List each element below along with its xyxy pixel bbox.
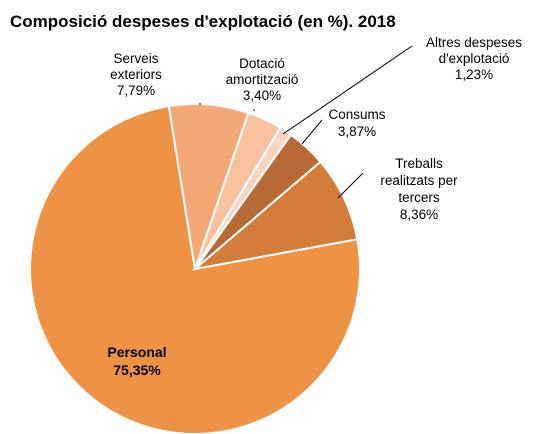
leader-line-3 — [282, 45, 413, 135]
slice-label-5-line-2: tercers — [398, 190, 440, 205]
slice-label-3-line-0: Altres despeses — [426, 35, 522, 50]
pie-slice-0 — [29, 104, 361, 434]
slice-value-0: 75,35% — [113, 362, 161, 378]
slice-label-1-line-1: exteriors — [110, 67, 162, 82]
leader-lines — [199, 45, 413, 199]
slice-label-0-line-0: Personal — [107, 344, 166, 360]
chart-title: Composició despeses d'explotació (en %).… — [10, 12, 396, 31]
slice-value-4: 3,87% — [338, 124, 376, 139]
pie-slice-5 — [191, 160, 359, 271]
slice-label-2-line-0: Dotació — [239, 56, 285, 71]
slice-label-5-line-0: Treballs — [395, 156, 443, 171]
slice-value-5: 8,36% — [400, 207, 438, 222]
slice-label-4-line-0: Consums — [328, 107, 385, 122]
leader-line-4 — [301, 119, 323, 145]
slice-label-1-line-0: Serveis — [113, 51, 158, 66]
leader-line-5 — [337, 172, 364, 199]
slice-label-2-line-1: amortització — [226, 72, 299, 87]
pie-slices — [29, 103, 361, 434]
slice-label-5-line-1: realitzats per — [380, 173, 458, 188]
slice-value-1: 7,79% — [117, 83, 155, 98]
slice-value-3: 1,23% — [455, 67, 493, 82]
slice-value-2: 3,40% — [243, 88, 281, 103]
slice-label-3-line-1: d'explotació — [439, 51, 510, 66]
